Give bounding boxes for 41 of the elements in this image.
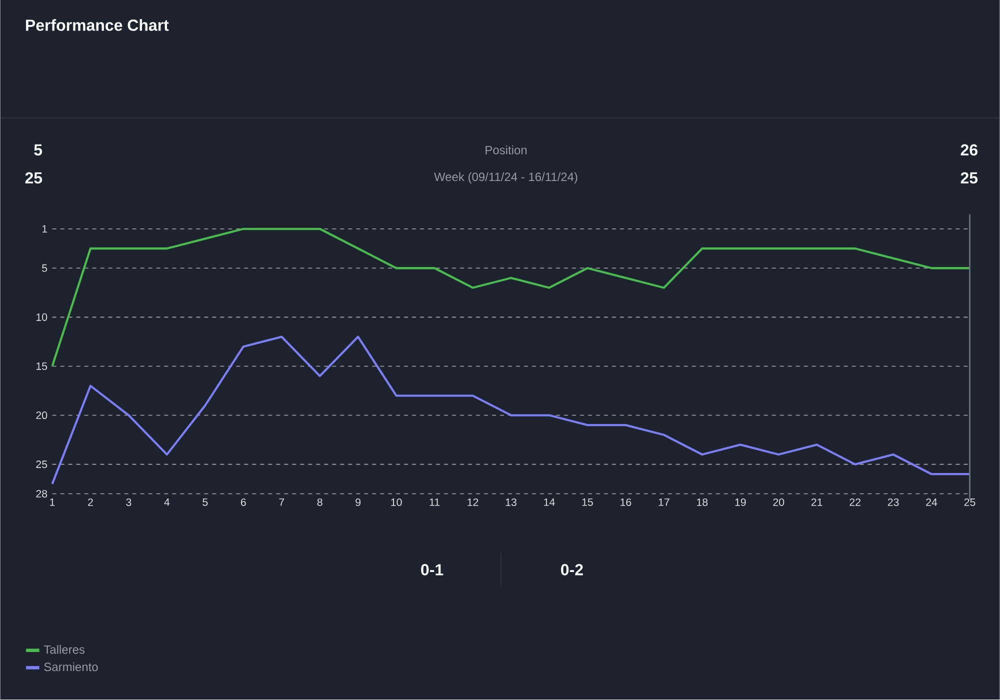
x-tick-label: 24 (926, 498, 938, 506)
y-tick-label: 20 (36, 412, 48, 420)
x-tick-label: 2 (88, 498, 93, 506)
x-tick-label: 14 (544, 498, 555, 506)
x-tick-label: 3 (126, 498, 132, 506)
chart-title: Performance Chart (26, 19, 169, 32)
text: 25 (960, 172, 978, 184)
text: 26 (960, 144, 978, 156)
x-tick-label: 25 (964, 498, 976, 506)
x-tick-label: 20 (773, 498, 784, 506)
x-tick-label: 10 (391, 498, 402, 506)
x-tick-label: 18 (697, 498, 708, 506)
text: 0-2 (561, 564, 583, 576)
x-tick-label: 7 (279, 498, 284, 506)
x-tick-label: 6 (240, 498, 246, 506)
text: Position (486, 146, 527, 155)
y-tick-label: 5 (42, 264, 48, 272)
x-tick-label: 17 (658, 498, 670, 506)
legend-label: Talleres (44, 645, 85, 654)
text: Week (09/11/24 - 16/11/24) (434, 172, 578, 184)
x-tick-label: 19 (735, 498, 746, 506)
y-tick-label: 15 (36, 362, 48, 370)
x-tick-label: 5 (202, 498, 208, 506)
x-tick-label: 8 (317, 498, 322, 506)
y-tick-label: 28 (36, 490, 48, 498)
x-tick-label: 1 (50, 498, 55, 506)
y-tick-label: 1 (42, 225, 48, 233)
x-tick-label: 16 (620, 498, 632, 506)
x-tick-label: 4 (164, 498, 170, 506)
text: 0-1 (421, 564, 444, 576)
x-tick-label: 22 (850, 498, 860, 506)
x-tick-label: 15 (582, 498, 593, 506)
y-tick-label: 25 (36, 460, 48, 468)
y-tick-label: 10 (36, 314, 48, 322)
x-tick-label: 9 (356, 498, 361, 506)
x-tick-label: 23 (888, 498, 899, 506)
legend-label: Sarmiento (44, 662, 98, 672)
x-tick-label: 13 (506, 498, 516, 506)
x-tick-label: 12 (468, 498, 478, 506)
x-tick-label: 11 (430, 498, 440, 506)
x-tick-label: 21 (811, 498, 822, 506)
